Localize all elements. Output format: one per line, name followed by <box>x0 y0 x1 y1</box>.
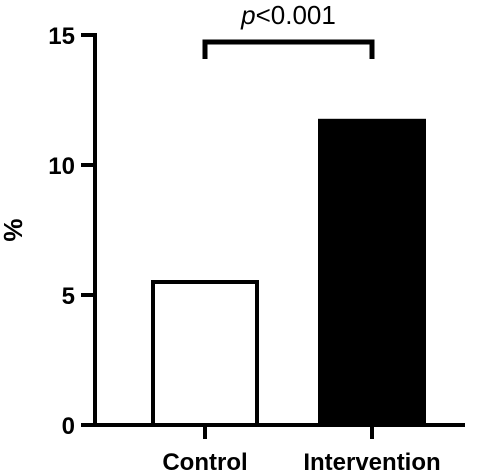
y-axis: 0 5 10 15 <box>48 23 97 440</box>
y-tick-label: 5 <box>62 283 75 310</box>
bar-control <box>151 280 259 427</box>
bar-intervention <box>318 118 426 428</box>
y-tick-label: 0 <box>62 413 75 440</box>
bars <box>151 118 426 428</box>
significance-bracket <box>202 39 375 59</box>
significance-annotation: p<0.001 <box>202 0 375 59</box>
x-axis: Control Intervention <box>93 423 465 470</box>
x-tick-label: Intervention <box>303 449 440 470</box>
y-tick-label: 10 <box>48 153 75 180</box>
p-value-label: p<0.001 <box>240 0 336 30</box>
y-axis-title: % <box>0 218 28 241</box>
x-tick-label: Control <box>162 449 247 470</box>
y-tick-label: 15 <box>48 23 75 50</box>
